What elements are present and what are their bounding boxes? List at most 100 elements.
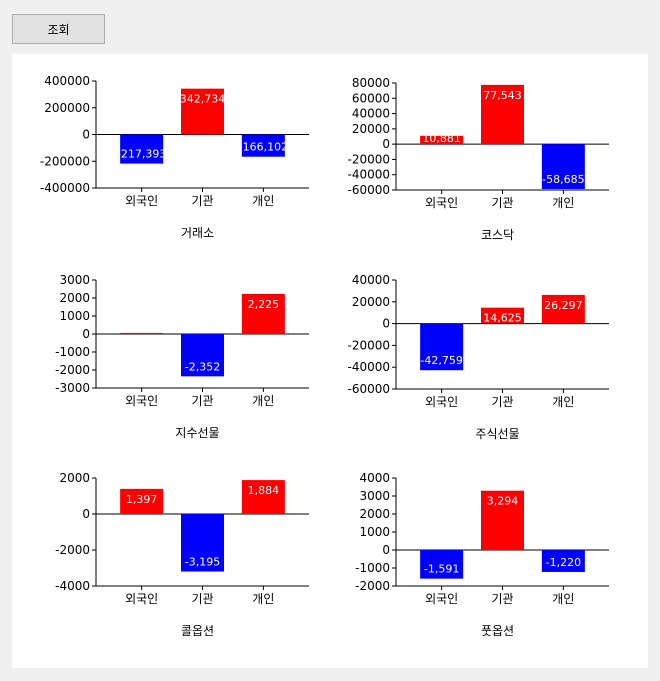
- x-tick-label: 개인: [552, 196, 574, 210]
- data-label: 1,397: [126, 493, 158, 506]
- bar-chart: 400000 200000 0 -200000 -400000 -217,393 외국인 34…: [40, 74, 309, 240]
- chart-title: 코스닥: [481, 228, 514, 242]
- data-label: 2,225: [248, 298, 280, 311]
- bar: [481, 84, 524, 145]
- x-tick-label: 기관: [491, 592, 513, 606]
- y-tick-label: -2000: [355, 579, 390, 593]
- bar: [120, 488, 164, 514]
- y-tick-label: -60000: [347, 183, 390, 197]
- x-tick-label: 개인: [552, 592, 574, 606]
- y-tick-label: 2000: [59, 471, 90, 485]
- y-tick-label: 80000: [352, 76, 390, 90]
- data-label: -2,352: [185, 360, 220, 373]
- y-tick-label: 0: [82, 327, 90, 341]
- y-tick-label: 0: [82, 128, 90, 142]
- x-tick-label: 외국인: [425, 395, 458, 409]
- query-button[interactable]: 조회: [12, 14, 105, 44]
- data-label: 14,625: [483, 312, 522, 325]
- x-tick-label: 개인: [252, 592, 274, 606]
- data-label: 1,884: [248, 484, 280, 497]
- y-tick-label: -40000: [347, 360, 390, 374]
- data-label: -166,102: [239, 141, 288, 154]
- bar: [420, 323, 464, 371]
- bar: [181, 334, 224, 377]
- y-tick-label: 20000: [352, 122, 390, 136]
- x-tick-label: 외국인: [425, 592, 458, 606]
- bar: [181, 514, 224, 572]
- chart-title: 거래소: [181, 226, 214, 240]
- data-label: 26,297: [544, 299, 583, 312]
- y-tick-label: -1000: [55, 345, 90, 359]
- y-tick-label: -4000: [55, 579, 90, 593]
- y-tick-label: -60000: [347, 382, 390, 396]
- y-tick-label: 20000: [352, 295, 390, 309]
- y-tick-label: -400000: [40, 181, 90, 195]
- y-tick-label: -20000: [347, 152, 390, 166]
- charts-canvas: 4000002000000-200000-400000-217,393외국인34…: [40, 74, 609, 638]
- y-tick-label: -1000: [355, 561, 390, 575]
- y-tick-label: -200000: [40, 154, 90, 168]
- chart-title: 지수선물: [175, 426, 219, 440]
- y-tick-label: 60000: [352, 91, 390, 105]
- bar: [241, 134, 285, 157]
- y-tick-label: -2000: [55, 543, 90, 557]
- bar: [541, 294, 585, 324]
- data-label: -58,685: [542, 173, 584, 186]
- y-tick-label: 400000: [44, 74, 90, 88]
- x-tick-label: 외국인: [425, 196, 458, 210]
- data-label: 77,543: [483, 89, 522, 102]
- y-tick-label: 40000: [352, 107, 390, 121]
- bar: [541, 144, 585, 189]
- bar: [481, 307, 524, 324]
- y-tick-label: 0: [382, 317, 390, 331]
- x-tick-label: 외국인: [125, 394, 158, 408]
- bar: [120, 332, 164, 334]
- bar: [181, 88, 224, 135]
- x-tick-label: 기관: [191, 394, 213, 408]
- chart-title: 주식선물: [475, 427, 519, 441]
- y-tick-label: 0: [382, 543, 390, 557]
- y-tick-label: 1000: [59, 309, 90, 323]
- y-tick-label: 0: [382, 137, 390, 151]
- x-tick-label: 기관: [491, 395, 513, 409]
- x-tick-label: 개인: [552, 395, 574, 409]
- x-tick-label: 기관: [191, 194, 213, 208]
- bar-chart: 40000 20000 0 -20000 -40000 -60000 -42,759 외국인 1…: [347, 273, 609, 441]
- data-label: -3,195: [185, 556, 220, 569]
- bar-chart: 2000 0 -2000 -4000 1,397 외국인 -3,195 기관 1,884 개인콜옵…: [55, 471, 309, 638]
- data-label: -1,220: [546, 556, 581, 569]
- data-label: -217,393: [117, 148, 166, 161]
- data-label: -1,591: [424, 563, 459, 576]
- chart-panel: 400000 200000 0 -200000 -400000 -217,393 외국인 34…: [12, 54, 648, 668]
- y-tick-label: 40000: [352, 273, 390, 287]
- y-tick-label: 200000: [44, 101, 90, 115]
- y-tick-label: 2000: [359, 507, 390, 521]
- x-tick-label: 기관: [191, 592, 213, 606]
- y-tick-label: 0: [82, 507, 90, 521]
- data-label: -42,759: [420, 354, 462, 367]
- y-tick-label: -3000: [55, 381, 90, 395]
- data-label: 342,734: [180, 93, 226, 106]
- x-tick-label: 기관: [491, 196, 513, 210]
- chart-title: 풋옵션: [481, 624, 514, 638]
- y-tick-label: -40000: [347, 168, 390, 182]
- data-label: 3,294: [487, 495, 519, 508]
- bar-chart: 3000 2000 1000 0 -1000 -2000 -3000 외국인 -2,352 기관 2…: [55, 273, 309, 440]
- y-tick-label: 1000: [359, 525, 390, 539]
- chart-title: 콜옵션: [181, 624, 214, 638]
- x-tick-label: 개인: [252, 194, 274, 208]
- x-tick-label: 외국인: [125, 194, 158, 208]
- y-tick-label: 4000: [359, 471, 390, 485]
- y-tick-label: 3000: [359, 489, 390, 503]
- bar: [541, 550, 585, 572]
- bar: [420, 550, 464, 579]
- bar: [481, 490, 524, 550]
- x-tick-label: 외국인: [125, 592, 158, 606]
- bar: [120, 134, 164, 164]
- bar: [241, 480, 285, 514]
- y-tick-label: -20000: [347, 338, 390, 352]
- data-label: 10,881: [422, 132, 461, 145]
- y-tick-label: 3000: [59, 273, 90, 287]
- x-tick-label: 개인: [252, 394, 274, 408]
